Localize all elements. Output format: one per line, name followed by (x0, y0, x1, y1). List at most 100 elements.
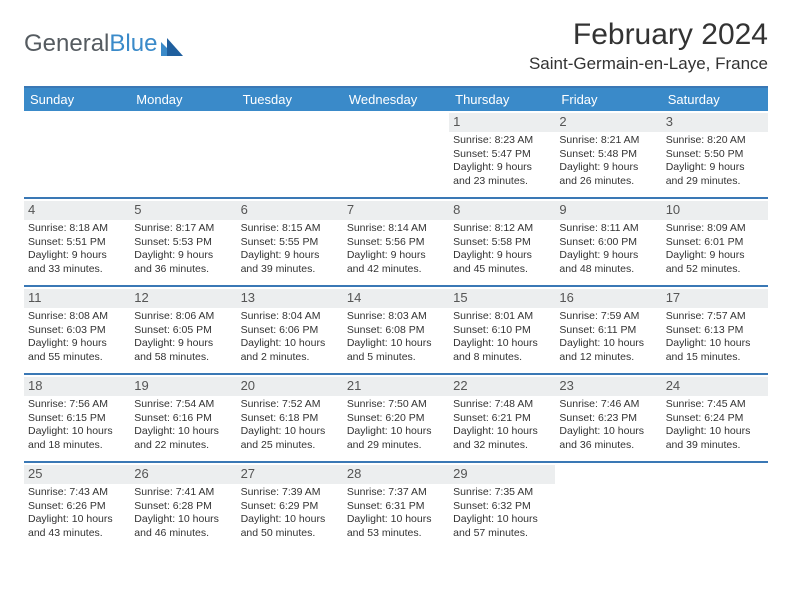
calendar-cell: 2Sunrise: 8:21 AMSunset: 5:48 PMDaylight… (555, 111, 661, 197)
logo: GeneralBlue (24, 30, 183, 58)
day-number: 19 (130, 377, 236, 396)
day-number: 10 (662, 201, 768, 220)
sunset-text: Sunset: 6:01 PM (666, 236, 764, 250)
day-number: 29 (449, 465, 555, 484)
logo-text-part2: Blue (109, 30, 157, 58)
day-number: 16 (555, 289, 661, 308)
calendar-cell: 3Sunrise: 8:20 AMSunset: 5:50 PMDaylight… (662, 111, 768, 197)
day2-text: and 52 minutes. (666, 263, 764, 277)
title-block: February 2024 Saint-Germain-en-Laye, Fra… (529, 18, 768, 76)
day1-text: Daylight: 9 hours (28, 249, 126, 263)
calendar-cell: 18Sunrise: 7:56 AMSunset: 6:15 PMDayligh… (24, 375, 130, 461)
day1-text: Daylight: 10 hours (347, 513, 445, 527)
day1-text: Daylight: 10 hours (134, 425, 232, 439)
calendar-cell: 15 Sunrise: 8:01 AMSunset: 6:10 PMDayligh… (449, 287, 555, 373)
day2-text: and 39 minutes. (666, 439, 764, 453)
sunrise-text: Sunrise: 8:15 AM (241, 222, 339, 236)
sunrise-text: Sunrise: 8:14 AM (347, 222, 445, 236)
calendar-cell: 20Sunrise: 7:52 AMSunset: 6:18 PMDayligh… (237, 375, 343, 461)
sunset-text: Sunset: 6:23 PM (559, 412, 657, 426)
sunset-text: Sunset: 6:10 PM (453, 324, 551, 338)
day-number: 12 (130, 289, 236, 308)
day2-text: and 53 minutes. (347, 527, 445, 541)
sunset-text: Sunset: 5:48 PM (559, 148, 657, 162)
sunrise-text: Sunrise: 8:01 AM (453, 310, 551, 324)
calendar-cell: 8Sunrise: 8:12 AMSunset: 5:58 PMDaylight… (449, 199, 555, 285)
sunset-text: Sunset: 6:08 PM (347, 324, 445, 338)
sunrise-text: Sunrise: 7:43 AM (28, 486, 126, 500)
logo-triangle-icon (161, 35, 183, 53)
day-number: 1 (449, 113, 555, 132)
day2-text: and 46 minutes. (134, 527, 232, 541)
sunrise-text: Sunrise: 8:23 AM (453, 134, 551, 148)
sunset-text: Sunset: 5:47 PM (453, 148, 551, 162)
sunset-text: Sunset: 6:28 PM (134, 500, 232, 514)
day2-text: and 23 minutes. (453, 175, 551, 189)
sunset-text: Sunset: 6:00 PM (559, 236, 657, 250)
day2-text: and 22 minutes. (134, 439, 232, 453)
sunrise-text: Sunrise: 8:03 AM (347, 310, 445, 324)
logo-text-part1: General (24, 30, 109, 58)
day1-text: Daylight: 9 hours (559, 161, 657, 175)
sunset-text: Sunset: 6:24 PM (666, 412, 764, 426)
day1-text: Daylight: 9 hours (559, 249, 657, 263)
day2-text: and 26 minutes. (559, 175, 657, 189)
calendar-cell: 9 Sunrise: 8:11 AMSunset: 6:00 PMDaylight… (555, 199, 661, 285)
day2-text: and 2 minutes. (241, 351, 339, 365)
day2-text: and 12 minutes. (559, 351, 657, 365)
sunrise-text: Sunrise: 7:54 AM (134, 398, 232, 412)
day-number: 9 (555, 201, 661, 220)
day2-text: and 36 minutes. (559, 439, 657, 453)
sunrise-text: Sunrise: 7:37 AM (347, 486, 445, 500)
day-header: Tuesday (237, 88, 343, 111)
sunset-text: Sunset: 5:56 PM (347, 236, 445, 250)
day-number: 18 (24, 377, 130, 396)
page-title: February 2024 (529, 18, 768, 52)
sunset-text: Sunset: 6:03 PM (28, 324, 126, 338)
day1-text: Daylight: 9 hours (347, 249, 445, 263)
sunset-text: Sunset: 6:11 PM (559, 324, 657, 338)
calendar-cell: 21Sunrise: 7:50 AMSunset: 6:20 PMDayligh… (343, 375, 449, 461)
sunset-text: Sunset: 6:13 PM (666, 324, 764, 338)
day2-text: and 57 minutes. (453, 527, 551, 541)
day2-text: and 29 minutes. (666, 175, 764, 189)
sunset-text: Sunset: 6:16 PM (134, 412, 232, 426)
day1-text: Daylight: 10 hours (241, 513, 339, 527)
day1-text: Daylight: 9 hours (134, 249, 232, 263)
day-number: 3 (662, 113, 768, 132)
day-number: 26 (130, 465, 236, 484)
day2-text: and 32 minutes. (453, 439, 551, 453)
sunrise-text: Sunrise: 8:04 AM (241, 310, 339, 324)
day1-text: Daylight: 10 hours (559, 337, 657, 351)
sunrise-text: Sunrise: 8:09 AM (666, 222, 764, 236)
calendar-cell: 1Sunrise: 8:23 AMSunset: 5:47 PMDaylight… (449, 111, 555, 197)
sunrise-text: Sunrise: 7:46 AM (559, 398, 657, 412)
day-number: 7 (343, 201, 449, 220)
day1-text: Daylight: 10 hours (559, 425, 657, 439)
day2-text: and 33 minutes. (28, 263, 126, 277)
day1-text: Daylight: 10 hours (347, 425, 445, 439)
sunset-text: Sunset: 6:21 PM (453, 412, 551, 426)
day-number: 2 (555, 113, 661, 132)
day2-text: and 43 minutes. (28, 527, 126, 541)
day2-text: and 15 minutes. (666, 351, 764, 365)
sunset-text: Sunset: 6:29 PM (241, 500, 339, 514)
sunset-text: Sunset: 5:51 PM (28, 236, 126, 250)
sunrise-text: Sunrise: 7:45 AM (666, 398, 764, 412)
day2-text: and 18 minutes. (28, 439, 126, 453)
sunset-text: Sunset: 6:05 PM (134, 324, 232, 338)
day-number: 24 (662, 377, 768, 396)
day-number: 8 (449, 201, 555, 220)
day-number: 15 (449, 289, 555, 308)
sunrise-text: Sunrise: 8:11 AM (559, 222, 657, 236)
calendar-cell-empty (343, 111, 449, 197)
day-number: 20 (237, 377, 343, 396)
calendar-cell: 22Sunrise: 7:48 AMSunset: 6:21 PMDayligh… (449, 375, 555, 461)
day1-text: Daylight: 10 hours (453, 337, 551, 351)
day2-text: and 58 minutes. (134, 351, 232, 365)
day-header: Monday (130, 88, 236, 111)
calendar-cell-empty (662, 463, 768, 549)
day1-text: Daylight: 10 hours (241, 425, 339, 439)
day1-text: Daylight: 9 hours (134, 337, 232, 351)
day1-text: Daylight: 9 hours (241, 249, 339, 263)
